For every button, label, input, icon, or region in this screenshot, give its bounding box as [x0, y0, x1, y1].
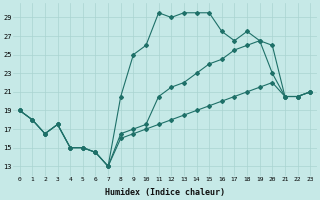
- X-axis label: Humidex (Indice chaleur): Humidex (Indice chaleur): [105, 188, 225, 197]
